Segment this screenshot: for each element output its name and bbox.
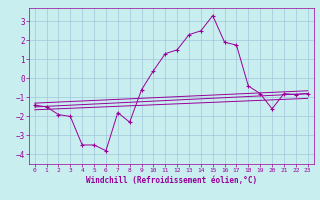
X-axis label: Windchill (Refroidissement éolien,°C): Windchill (Refroidissement éolien,°C) bbox=[86, 176, 257, 185]
